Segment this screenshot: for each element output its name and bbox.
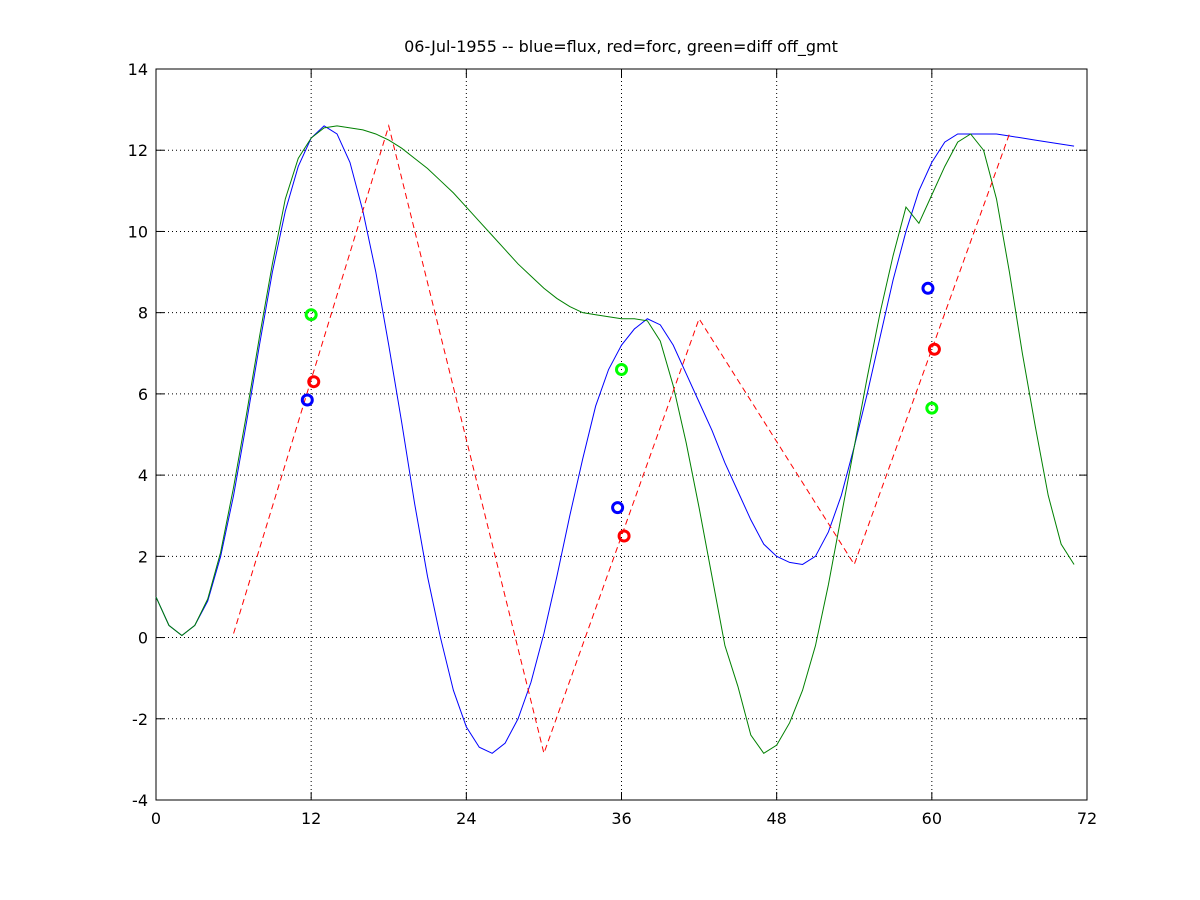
- y-tick-label: 2: [138, 547, 148, 566]
- y-tick-label: 12: [128, 141, 148, 160]
- marker: [611, 501, 625, 515]
- series-line: [155, 125, 1075, 754]
- x-tick-label: 12: [301, 809, 321, 828]
- series-line: [155, 125, 1075, 754]
- marker: [921, 281, 935, 295]
- marker: [307, 375, 321, 389]
- y-tick-label: -2: [132, 710, 148, 729]
- y-tick-label: -4: [132, 791, 148, 810]
- series-line: [233, 123, 1010, 756]
- chart-title: 06-Jul-1955 -- blue=flux, red=forc, gree…: [404, 37, 838, 57]
- x-tick-label: 36: [611, 809, 631, 828]
- y-tick-label: 8: [138, 304, 148, 323]
- x-tick-label: 24: [456, 809, 476, 828]
- marker: [300, 393, 314, 407]
- x-tick-label: 72: [1077, 809, 1097, 828]
- marker: [927, 342, 941, 356]
- marker: [615, 363, 628, 377]
- marker: [304, 308, 318, 322]
- x-tick-label: 0: [151, 809, 161, 828]
- x-tick-label: 60: [922, 809, 942, 828]
- marker: [617, 529, 631, 543]
- y-tick-label: 6: [138, 385, 148, 404]
- y-tick-label: 14: [128, 60, 148, 79]
- y-tick-label: 10: [128, 222, 148, 241]
- x-tick-label: 48: [766, 809, 786, 828]
- y-tick-label: 0: [138, 629, 148, 648]
- y-tick-label: 4: [138, 466, 148, 485]
- marker: [925, 401, 939, 415]
- plot-frame: [155, 68, 1088, 801]
